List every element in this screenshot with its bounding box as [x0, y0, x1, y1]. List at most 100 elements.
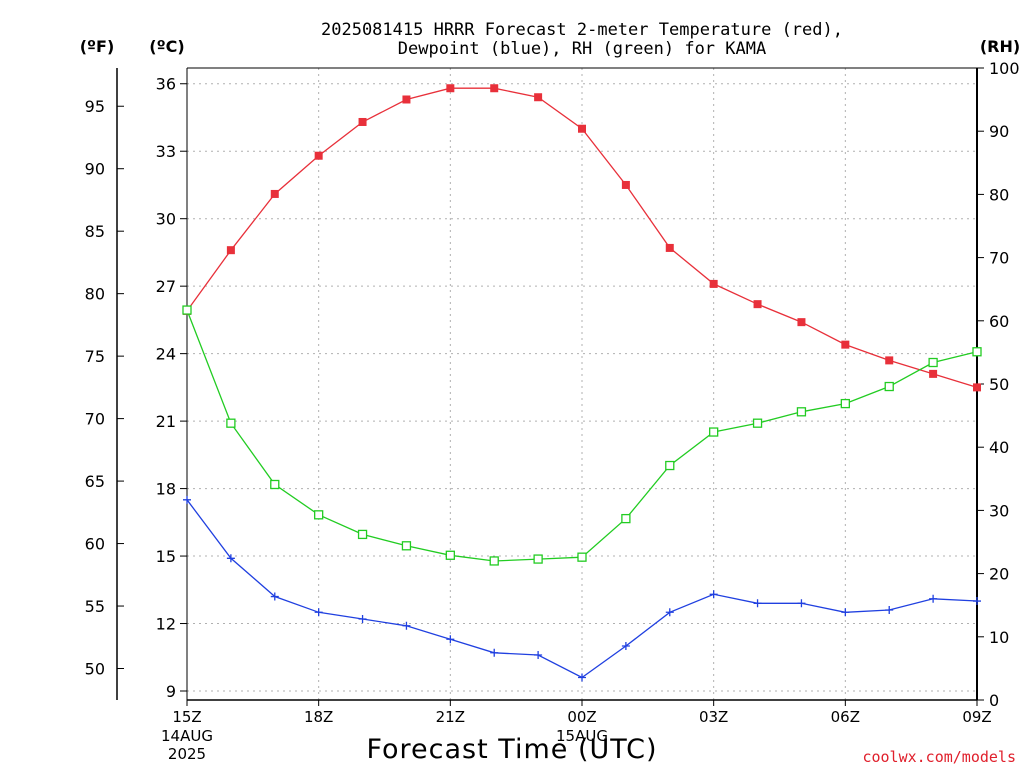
- rh-tick-label: 100: [989, 59, 1020, 78]
- celsius-tick-label: 21: [156, 412, 176, 431]
- dewpoint-point: [183, 495, 191, 504]
- rh-point: [665, 460, 675, 471]
- rh-point: [489, 556, 499, 566]
- dewpoint-point: [621, 642, 630, 651]
- dewpoint-point: [841, 608, 850, 617]
- fahrenheit-tick-label: 85: [85, 222, 105, 241]
- celsius-tick-label: 18: [156, 480, 176, 499]
- dewpoint-point: [753, 599, 762, 608]
- temperature-point: [797, 318, 806, 327]
- rh-point: [796, 407, 807, 417]
- rh-point: [928, 357, 938, 368]
- temperature-point: [358, 117, 367, 126]
- fahrenheit-tick-label: 75: [85, 347, 105, 366]
- rh-point: [972, 347, 982, 357]
- celsius-tick-label: 30: [156, 210, 176, 229]
- x-tick-year-label: 2025: [168, 745, 206, 763]
- rh-point: [840, 398, 850, 409]
- temperature-point: [490, 84, 499, 93]
- axes: 9 12 15 18 21 24 27 30 33 36 50 55 60 65 70 75 80 85 90 95 0…: [85, 59, 1020, 763]
- dewpoint-point: [402, 621, 411, 630]
- rh-point: [445, 550, 455, 560]
- celsius-tick-label: 33: [156, 142, 176, 161]
- rh-point: [314, 510, 324, 520]
- fahrenheit-tick-label: 80: [85, 285, 105, 304]
- temperature-point: [709, 279, 718, 288]
- x-tick-date-label: 15AUG: [556, 727, 608, 745]
- fahrenheit-tick-label: 60: [85, 535, 105, 554]
- dewpoint-point: [358, 615, 367, 624]
- rh-point: [270, 479, 280, 490]
- rh-tick-label: 20: [989, 565, 1009, 584]
- rh-point: [709, 427, 719, 437]
- temperature-point: [270, 189, 279, 198]
- gridlines: [186, 68, 978, 700]
- rh-tick-label: 60: [989, 312, 1009, 331]
- temperature-point: [753, 300, 762, 309]
- chart-title-line2: Dewpoint (blue), RH (green) for KAMA: [398, 39, 766, 59]
- rh-point: [621, 513, 631, 524]
- fahrenheit-tick-label: 95: [85, 97, 105, 116]
- dewpoint-point: [490, 648, 499, 657]
- celsius-tick-label: 36: [156, 75, 176, 94]
- temperature-point: [885, 356, 894, 365]
- dewpoint-point: [314, 608, 323, 617]
- dewpoint-point: [929, 594, 938, 603]
- rh-tick-label: 0: [989, 691, 999, 710]
- x-tick-label: 15Z: [172, 708, 201, 726]
- rh-point: [884, 381, 894, 392]
- rh-point: [533, 554, 543, 564]
- dewpoint-point: [797, 599, 806, 608]
- dewpoint-point: [226, 554, 235, 563]
- rh-tick-label: 50: [989, 375, 1009, 394]
- temperature-point: [973, 383, 981, 392]
- chart-title-line1: 2025081415 HRRR Forecast 2-meter Tempera…: [321, 20, 843, 40]
- temperature-point: [578, 124, 586, 133]
- dewpoint-point: [973, 597, 981, 606]
- rh-point: [401, 541, 412, 551]
- fahrenheit-tick-label: 55: [85, 597, 105, 616]
- rh-tick-label: 30: [989, 501, 1009, 520]
- fahrenheit-unit-label: (ºF): [80, 37, 115, 56]
- x-tick-label: 00Z: [567, 708, 596, 726]
- temperature-point: [665, 243, 674, 252]
- temperature-point: [314, 151, 323, 160]
- fahrenheit-tick-label: 70: [85, 410, 105, 429]
- dewpoint-point: [446, 635, 455, 644]
- x-tick-label: 06Z: [831, 708, 860, 726]
- dewpoint-point: [578, 673, 586, 682]
- rh-tick-label: 70: [989, 249, 1009, 268]
- x-tick-label: 09Z: [962, 708, 991, 726]
- x-tick-label: 03Z: [699, 708, 728, 726]
- x-axis-title: Forecast Time (UTC): [366, 734, 657, 765]
- rh-point: [752, 418, 763, 428]
- temperature-point: [226, 246, 235, 255]
- rh-point: [357, 529, 368, 540]
- dewpoint-point: [270, 592, 279, 601]
- celsius-tick-label: 27: [156, 277, 176, 296]
- rh-point: [577, 552, 587, 562]
- dewpoint-point: [709, 590, 718, 599]
- fahrenheit-tick-label: 90: [85, 160, 105, 179]
- rh-point: [182, 305, 192, 315]
- temperature-point: [402, 95, 411, 104]
- x-tick-date-label: 14AUG: [161, 727, 213, 745]
- temperature-point: [446, 84, 455, 93]
- temperature-point: [929, 369, 938, 378]
- celsius-tick-label: 12: [156, 615, 176, 634]
- rh-tick-label: 10: [989, 628, 1009, 647]
- temperature-point: [534, 93, 543, 102]
- credit-label: coolwx.com/models: [862, 748, 1016, 766]
- x-tick-label: 18Z: [304, 708, 333, 726]
- dewpoint-point: [885, 606, 894, 615]
- rh-tick-label: 80: [989, 185, 1009, 204]
- dewpoint-point: [665, 608, 674, 617]
- rh-point: [226, 418, 236, 428]
- x-tick-label: 21Z: [436, 708, 465, 726]
- temperature-point: [841, 340, 850, 349]
- data-series: [182, 84, 982, 682]
- dewpoint-point: [534, 651, 543, 660]
- celsius-tick-label: 24: [156, 345, 176, 364]
- celsius-tick-label: 9: [166, 682, 176, 701]
